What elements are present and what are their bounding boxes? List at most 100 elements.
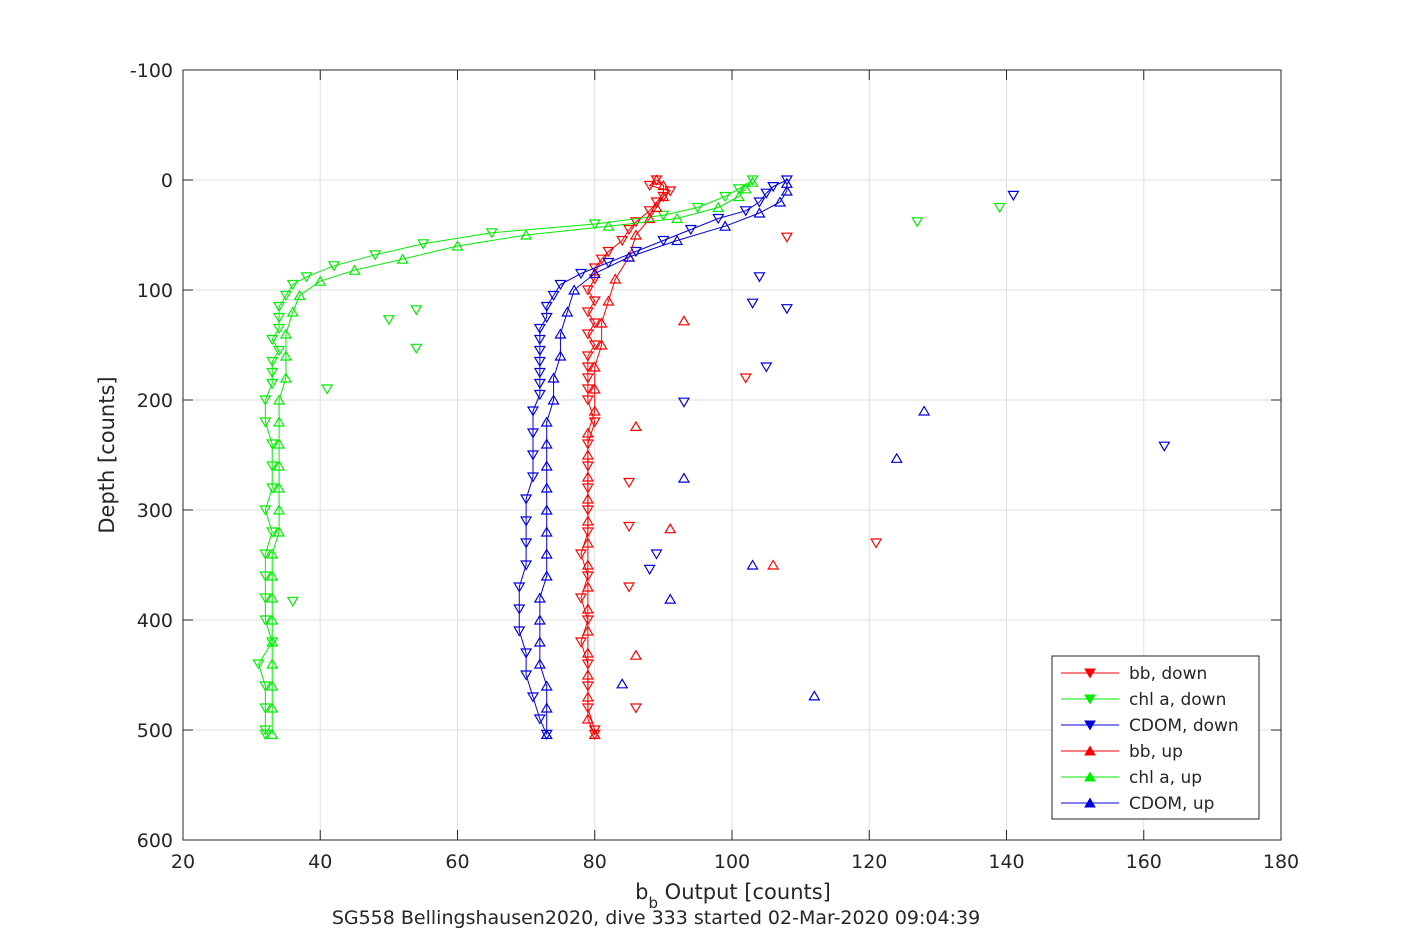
data-point [259, 417, 272, 428]
data-point [286, 306, 299, 317]
data-point [664, 186, 677, 197]
figure-caption: SG558 Bellingshausen2020, dive 333 start… [332, 907, 980, 929]
data-point [643, 180, 656, 192]
data-point [643, 212, 656, 224]
outlier-point [664, 593, 677, 604]
outlier-point [780, 304, 793, 315]
data-layer [252, 174, 1171, 741]
data-point [588, 340, 601, 351]
x-tick-label: 20 [171, 851, 195, 873]
data-point [273, 438, 286, 449]
data-point [588, 728, 601, 740]
outlier-point [321, 384, 334, 395]
series-line [587, 179, 664, 735]
data-point [581, 395, 594, 406]
data-point [629, 229, 642, 240]
legend-marker [1084, 771, 1096, 782]
legend: bb, down chl a, down CDOM, down bb, up chl a… [1051, 655, 1260, 820]
data-point [581, 625, 594, 636]
data-point [588, 296, 601, 307]
outlier-point [643, 564, 656, 576]
outlier-point [629, 649, 642, 660]
data-point [574, 549, 588, 560]
legend-label: bb, up [1129, 742, 1183, 762]
outlier-point [650, 549, 663, 560]
data-point [547, 394, 560, 405]
outlier-point [780, 232, 793, 243]
x-tick-label: 40 [308, 851, 332, 873]
outlier-point [760, 362, 773, 373]
data-point [520, 229, 533, 240]
data-point [540, 526, 553, 537]
data-point [526, 428, 540, 439]
legend-entry: chl a, up [1061, 768, 1202, 788]
data-point [533, 714, 546, 725]
series-chl-a-down [252, 175, 759, 741]
data-point [588, 263, 601, 274]
data-point [273, 526, 286, 537]
data-point [266, 592, 279, 603]
data-point [547, 372, 560, 383]
data-point [259, 593, 272, 604]
data-point [520, 648, 533, 659]
data-point [540, 702, 553, 713]
data-point [540, 728, 553, 740]
data-point [780, 185, 793, 196]
data-point [273, 301, 286, 313]
data-point [266, 367, 279, 379]
outlier-point [993, 202, 1006, 214]
data-point [259, 681, 272, 692]
data-point [526, 692, 540, 703]
outlier-points [286, 190, 1171, 714]
legend-label: chl a, up [1129, 768, 1202, 788]
series-chl-a-up [266, 176, 759, 740]
data-point [540, 504, 553, 515]
legend-marker [1084, 745, 1096, 756]
x-tick-label: 60 [445, 851, 469, 873]
data-point [266, 570, 279, 581]
data-point [657, 210, 670, 221]
data-point [581, 384, 594, 395]
outlier-point [629, 703, 642, 714]
data-point [273, 504, 286, 515]
y-tick-label: 0 [161, 170, 173, 192]
legend-marker [1084, 797, 1096, 808]
data-point [581, 669, 594, 680]
data-point [602, 295, 615, 306]
data-point [279, 328, 292, 339]
data-point [581, 285, 594, 296]
data-point [273, 312, 286, 324]
data-point [581, 713, 594, 724]
data-point [671, 234, 684, 246]
data-point [273, 460, 286, 471]
x-tick-label: 100 [714, 851, 750, 873]
data-point [602, 220, 615, 231]
data-point [719, 220, 732, 231]
data-point [739, 206, 752, 217]
legend-entry: CDOM, down [1061, 716, 1239, 736]
data-point [684, 224, 697, 236]
data-point [554, 350, 567, 361]
data-point [581, 691, 594, 702]
data-point [273, 394, 286, 405]
data-point [732, 190, 745, 202]
data-point [746, 176, 759, 187]
data-point [279, 350, 292, 361]
data-point [266, 483, 279, 494]
data-point [513, 626, 526, 637]
legend-label: bb, down [1129, 664, 1207, 684]
data-point [671, 212, 684, 224]
x-tick-label: 80 [583, 851, 607, 873]
data-point [581, 515, 594, 526]
data-point [273, 345, 286, 357]
data-point [732, 184, 745, 195]
data-point [712, 201, 725, 213]
data-point [259, 729, 272, 741]
data-point [259, 505, 272, 516]
data-point [588, 361, 601, 372]
data-point [588, 417, 601, 428]
data-point [581, 647, 594, 658]
data-point [259, 615, 272, 626]
outlier-point [753, 272, 766, 283]
